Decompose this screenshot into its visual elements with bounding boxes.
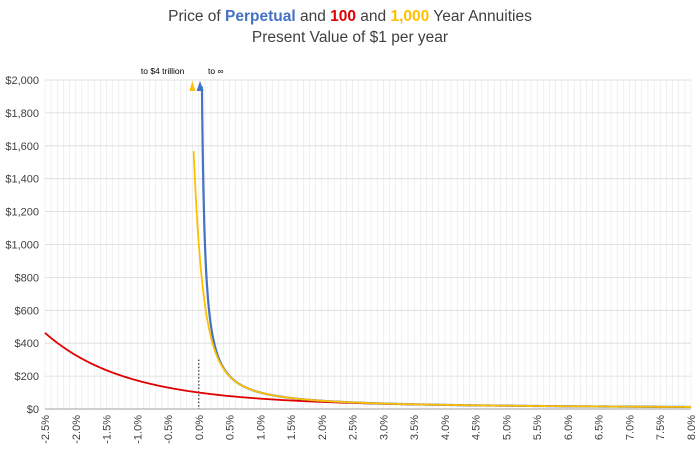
y-tick-labels: $0 $200 $400 $600 $800 $1,000 $1,200 $1,400 $1,6…: [5, 75, 39, 416]
x-tick-label: 2.0%: [317, 415, 329, 440]
x-tick-label: 3.0%: [378, 415, 390, 440]
x-tick-label: 6.5%: [594, 415, 606, 440]
title-100: 100: [330, 8, 356, 25]
x-tick-label: 7.0%: [624, 415, 636, 440]
x-tick-label: 0.5%: [225, 415, 237, 440]
arrow-perpetual-head: [196, 81, 204, 91]
x-tick-label: 2.5%: [348, 415, 360, 440]
arrow-1000-year-head: [189, 81, 196, 91]
y-tick-label: $0: [27, 404, 39, 416]
y-tick-label: $600: [15, 305, 39, 317]
series-lines: [44, 86, 691, 409]
series-perpetual-line: [200, 86, 691, 409]
x-tick-label: 4.0%: [440, 415, 452, 440]
x-tick-label: -2.0%: [71, 415, 83, 444]
x-tick-label: -1.0%: [132, 415, 144, 444]
x-tick-label: 1.5%: [286, 415, 298, 440]
x-tick-label: 5.5%: [532, 415, 544, 440]
y-tick-label: $1,400: [5, 174, 39, 186]
chart-subtitle: Present Value of $1 per year: [251, 29, 449, 46]
y-tick-label: $800: [15, 272, 39, 284]
annotation-to-4-trillion: to $4 trillion: [141, 66, 185, 76]
title-1000: 1,000: [390, 8, 430, 25]
x-tick-label: 1.0%: [255, 415, 267, 440]
y-tick-label: $1,800: [5, 108, 39, 120]
y-tick-label: $200: [15, 371, 39, 383]
x-tick-label: -0.5%: [163, 415, 175, 444]
y-tick-label: $1,600: [5, 141, 39, 153]
title-prefix: Price of: [168, 8, 225, 25]
x-tick-label: 3.5%: [409, 415, 421, 440]
title-suffix: Year Annuities: [429, 8, 532, 25]
y-tick-label: $400: [15, 338, 39, 350]
chart-title: Price of Perpetual and 100 and 1,000 Yea…: [0, 7, 700, 27]
axes: [45, 359, 691, 410]
x-tick-label: 6.0%: [563, 415, 575, 440]
series-1000-year-line: [192, 151, 691, 408]
x-tick-label: 0.0%: [194, 415, 206, 440]
x-tick-label: 7.5%: [655, 415, 667, 440]
x-tick-label: 5.0%: [501, 415, 513, 440]
x-tick-label: -1.5%: [102, 415, 114, 444]
gridlines: [44, 79, 692, 410]
x-tick-labels: -2.5% -2.0% -1.5% -1.0% -0.5% 0.0% 0.5% 1.0% 1.5…: [40, 415, 698, 444]
x-tick-label: 8.0%: [686, 415, 698, 440]
x-tick-label: 4.5%: [471, 415, 483, 440]
annotations: to $4 trillion to ∞: [141, 66, 224, 91]
annotation-to-infinity: to ∞: [208, 66, 224, 76]
title-and-1: and: [295, 8, 331, 25]
title-and-2: and: [356, 8, 391, 25]
y-tick-label: $1,200: [5, 207, 39, 219]
series-100-year-line: [44, 332, 691, 408]
y-tick-label: $2,000: [5, 75, 39, 87]
title-perpetual: Perpetual: [225, 8, 296, 25]
x-tick-label: -2.5%: [40, 415, 52, 444]
y-tick-label: $1,000: [5, 240, 39, 252]
